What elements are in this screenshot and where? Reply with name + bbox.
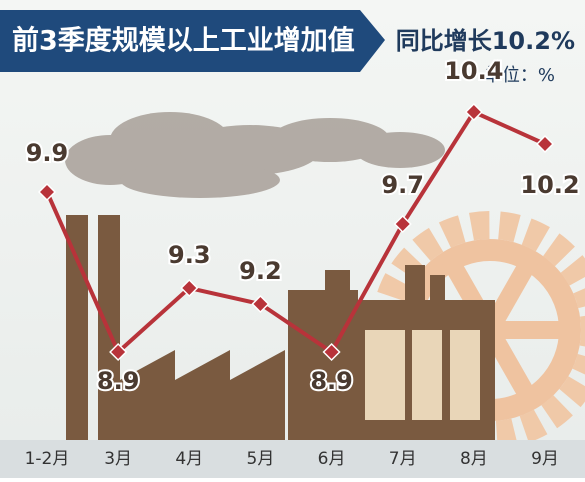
x-tick-label: 8月 [460, 449, 488, 469]
data-label: 8.9 [97, 367, 140, 395]
data-label: 8.9 [310, 367, 353, 395]
point [322, 342, 341, 362]
subtitle: 同比增长10.2% [396, 27, 575, 55]
data-label: 9.7 [381, 171, 424, 199]
x-tick-label: 1-2月 [25, 449, 70, 469]
unit-label: 单位：% [484, 65, 555, 86]
point [393, 214, 412, 234]
axis-band [0, 440, 585, 478]
smoke [65, 112, 445, 198]
data-label: 10.4 [444, 57, 503, 85]
windows [365, 330, 480, 420]
x-tick-label: 7月 [389, 449, 417, 469]
point [37, 182, 57, 202]
x-tick-label: 6月 [318, 449, 346, 469]
data-label: 9.9 [26, 139, 69, 167]
chart-title: 前3季度规模以上工业增加值 [12, 25, 355, 57]
plot: 1-2月 3月 4月 5月 6月 7月 8月 9月 9.9 8.9 9.3 9.2 8.9 9.7 10.4… [24, 55, 582, 469]
data-label: 9.2 [239, 257, 282, 285]
point [251, 294, 270, 314]
x-tick-label: 9月 [531, 449, 559, 469]
x-tick-label: 4月 [175, 449, 203, 469]
line [45, 109, 546, 356]
x-tick-label: 3月 [104, 449, 132, 469]
data-label: 10.2 [520, 171, 579, 199]
point [109, 342, 128, 362]
title-banner [0, 10, 385, 72]
x-tick-label: 5月 [247, 449, 275, 469]
point [535, 134, 555, 154]
point [180, 278, 199, 298]
data-label: 9.3 [168, 241, 211, 269]
point [464, 102, 483, 122]
